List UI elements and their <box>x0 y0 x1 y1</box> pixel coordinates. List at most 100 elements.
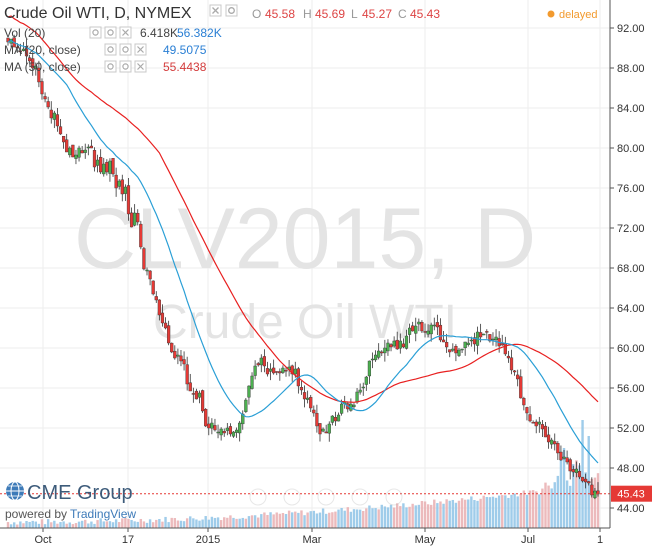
y-tick-label: 92.00 <box>617 23 645 35</box>
candle <box>441 331 446 343</box>
volume-bar <box>185 518 189 528</box>
reset-icon[interactable] <box>317 488 335 506</box>
volume-bar <box>226 517 229 528</box>
candle <box>333 411 338 426</box>
volume-bar <box>62 521 65 528</box>
indicator-settings-icon[interactable] <box>119 43 132 56</box>
candle <box>513 370 517 376</box>
volume-bar <box>581 420 584 528</box>
indicator-remove-icon[interactable] <box>134 43 147 56</box>
volume-bar <box>439 501 442 528</box>
candle <box>77 145 81 162</box>
y-tick-label: 60.00 <box>617 343 645 355</box>
scroll-left-icon[interactable] <box>249 488 267 506</box>
volume-bar <box>238 518 241 528</box>
volume-bar <box>396 503 399 528</box>
candle <box>37 60 41 88</box>
y-tick-label: 72.00 <box>617 223 645 235</box>
candle <box>587 480 591 486</box>
candle <box>306 390 310 404</box>
scroll-right-icon[interactable] <box>385 488 403 506</box>
volume-bar <box>436 503 439 528</box>
y-tick-label: 68.00 <box>617 263 645 275</box>
chart-grid <box>0 0 610 528</box>
volume-bar <box>485 496 488 528</box>
candle <box>31 52 35 76</box>
candle <box>197 390 202 404</box>
indicator-remove-icon[interactable] <box>119 26 132 39</box>
candle <box>28 54 32 65</box>
ohlc-low-key: L <box>351 7 358 21</box>
candle <box>500 334 504 346</box>
volume-bar <box>448 500 451 528</box>
candle <box>574 461 578 478</box>
indicator-hide-icon[interactable] <box>89 26 102 39</box>
tradingview-link[interactable]: TradingView <box>70 507 136 521</box>
volume-bar <box>34 521 37 528</box>
candle <box>336 412 341 422</box>
volume-bar <box>151 522 155 528</box>
volume-bar <box>457 500 461 528</box>
indicator-name: MA (20, close) <box>4 43 81 57</box>
volume-bar <box>346 507 349 528</box>
candle <box>58 119 63 135</box>
volume-value: 6.418K <box>140 26 178 40</box>
indicator-hide-icon[interactable] <box>104 43 117 56</box>
indicator-remove-icon[interactable] <box>134 60 147 73</box>
volume-bar <box>411 503 414 528</box>
candle <box>460 348 464 353</box>
indicator-settings-icon[interactable] <box>119 60 132 73</box>
candle <box>577 463 582 480</box>
indicator-row-ma20: MA (20, close) 49.5075 <box>4 43 207 57</box>
candle <box>389 343 393 352</box>
y-tick-label: 80.00 <box>617 143 645 155</box>
candle <box>191 387 195 403</box>
volume-bar <box>467 499 470 528</box>
x-tick-label: Mar <box>303 534 322 546</box>
volume-bar <box>263 512 266 528</box>
volume-bar <box>192 518 195 528</box>
volume-bar <box>572 464 575 528</box>
volume-bar <box>315 513 319 528</box>
candle <box>272 359 276 375</box>
candle <box>222 428 226 437</box>
zoom-in-icon[interactable] <box>351 488 369 506</box>
price-axis[interactable]: 92.00 88.00 84.00 80.00 76.00 72.00 68.00 64.00… <box>610 23 645 515</box>
volume-bar <box>337 509 340 528</box>
indicator-settings-icon[interactable] <box>104 26 117 39</box>
volume-bar <box>84 519 87 528</box>
delayed-status: delayed <box>547 9 598 21</box>
candle <box>49 101 53 124</box>
volume-bar <box>253 515 257 528</box>
candle <box>367 360 372 384</box>
volume-bar <box>470 496 473 528</box>
candle <box>253 360 257 380</box>
zoom-out-icon[interactable] <box>283 488 301 506</box>
chart-nav-controls[interactable] <box>249 488 403 506</box>
candle <box>108 158 112 182</box>
volume-bar <box>297 512 300 528</box>
candle <box>540 420 544 438</box>
candle <box>380 350 384 356</box>
volume-bar <box>547 485 550 528</box>
candle <box>247 385 251 405</box>
candle <box>401 338 405 349</box>
time-axis-background <box>0 528 653 552</box>
legend-hide-icon[interactable] <box>209 4 222 17</box>
volume-bar <box>525 494 529 528</box>
volume-bar <box>309 511 312 528</box>
indicator-hide-icon[interactable] <box>104 60 117 73</box>
candle <box>145 267 149 276</box>
candle <box>86 144 90 156</box>
ma20-line <box>7 39 599 464</box>
candle <box>417 318 421 332</box>
volume-bar <box>414 505 417 528</box>
candle <box>154 291 158 303</box>
cme-globe-icon <box>6 481 24 501</box>
legend-settings-icon[interactable] <box>225 4 238 17</box>
volume-bar <box>219 520 223 528</box>
volume-bar <box>130 520 133 528</box>
volume-bar <box>516 496 519 528</box>
time-axis[interactable]: Oct 17 2015 Mar May Jul 1 <box>34 528 603 546</box>
